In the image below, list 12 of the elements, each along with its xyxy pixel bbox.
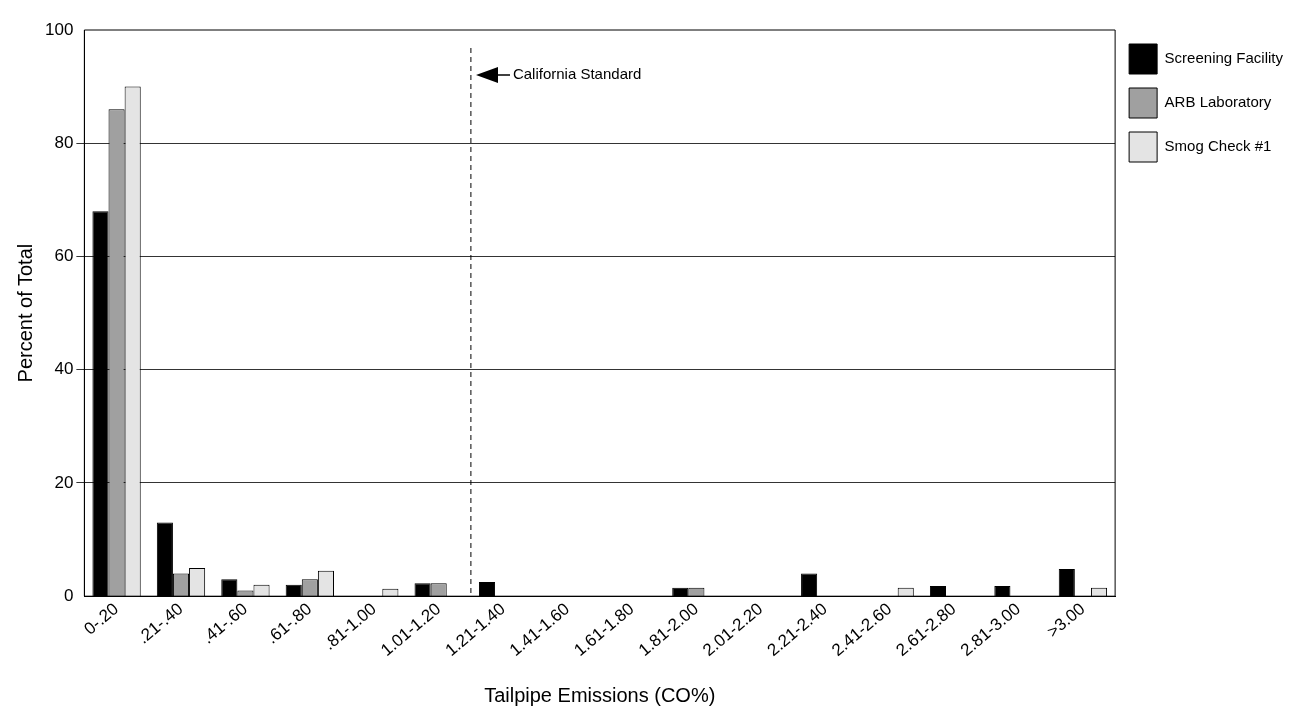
y-axis-title: Percent of Total: [13, 243, 36, 383]
y-tick-label: 0: [63, 585, 74, 605]
y-tick-label: 20: [54, 472, 74, 492]
legend-label: Smog Check #1: [1164, 137, 1272, 155]
y-tick-label: 80: [54, 132, 74, 152]
y-tick-label: 60: [54, 246, 74, 266]
legend-label: ARB Laboratory: [1164, 93, 1272, 111]
y-tick-label: 40: [54, 359, 74, 379]
x-axis-title: Tailpipe Emissions (CO%): [484, 683, 716, 706]
y-tick-label: 100: [44, 19, 74, 39]
legend-label: Screening Facility: [1164, 49, 1284, 67]
ref-line-label: California Standard: [512, 65, 642, 83]
